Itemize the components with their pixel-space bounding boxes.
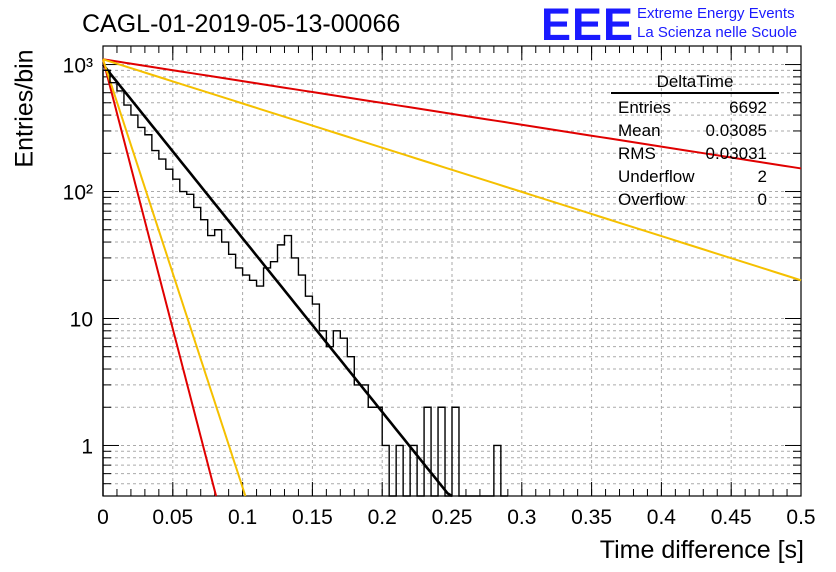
x-tick-label: 0.15 bbox=[292, 506, 333, 529]
x-tick-label: 0.1 bbox=[228, 506, 257, 529]
x-tick-label: 0.2 bbox=[368, 506, 397, 529]
stats-box: DeltaTime Entries 6692 Mean 0.03085 RMS … bbox=[611, 72, 779, 211]
x-tick-label: 0.25 bbox=[432, 506, 473, 529]
stats-title: DeltaTime bbox=[611, 72, 779, 94]
stats-label: Entries bbox=[618, 98, 671, 117]
logo-line-1: Extreme Energy Events bbox=[637, 5, 795, 22]
stats-label: Mean bbox=[618, 121, 661, 140]
stats-value: 0.03031 bbox=[705, 144, 767, 163]
stats-row-overflow: Overflow 0 bbox=[611, 188, 779, 211]
stats-value: 0.03085 bbox=[705, 121, 767, 140]
series-yellow-fast bbox=[102, 58, 247, 497]
stats-label: RMS bbox=[618, 144, 656, 163]
series-layer bbox=[101, 58, 802, 498]
stats-label: Underflow bbox=[618, 167, 695, 186]
x-axis-label: Time difference [s] bbox=[599, 536, 804, 564]
series-red-slow bbox=[102, 58, 802, 170]
x-tick-label: 0.05 bbox=[152, 506, 193, 529]
stats-row-underflow: Underflow 2 bbox=[611, 165, 779, 188]
stats-value: 2 bbox=[757, 167, 767, 186]
stats-row-rms: RMS 0.03031 bbox=[611, 142, 779, 165]
stats-row-mean: Mean 0.03085 bbox=[611, 119, 779, 142]
stats-row-entries: Entries 6692 bbox=[611, 96, 779, 119]
eee-logo: EEE bbox=[541, 0, 635, 50]
stats-label: Overflow bbox=[618, 190, 686, 209]
run-title: CAGL-01-2019-05-13-00066 bbox=[82, 10, 401, 38]
tick-label-layer: 0 0.05 0.1 0.15 0.2 0.25 0.3 0.35 0.4 0.45 0.5 1 10 1… bbox=[63, 55, 816, 529]
y-tick-label: 10 bbox=[70, 308, 93, 331]
x-tick-label: 0.45 bbox=[711, 506, 752, 529]
x-tick-label: 0.5 bbox=[786, 506, 815, 529]
series-red-fast bbox=[102, 59, 218, 497]
logo-text: Extreme Energy Events La Scienza nelle S… bbox=[637, 4, 797, 42]
logo-line-2: La Scienza nelle Scuole bbox=[637, 24, 798, 41]
stats-value: 6692 bbox=[729, 98, 767, 117]
y-tick-label: 10² bbox=[63, 182, 93, 205]
y-tick-label: 10³ bbox=[63, 55, 93, 78]
y-axis-label: Entries/bin bbox=[10, 49, 39, 168]
stats-value: 0 bbox=[757, 190, 767, 209]
x-tick-label: 0.4 bbox=[647, 506, 677, 529]
y-tick-label: 1 bbox=[81, 435, 93, 458]
x-tick-label: 0.35 bbox=[571, 506, 612, 529]
x-tick-label: 0.3 bbox=[507, 506, 536, 529]
series-fit bbox=[101, 63, 453, 498]
histogram-deltatime bbox=[102, 69, 508, 497]
series-yellow-slow bbox=[102, 58, 802, 282]
x-tick-label: 0 bbox=[97, 506, 109, 529]
